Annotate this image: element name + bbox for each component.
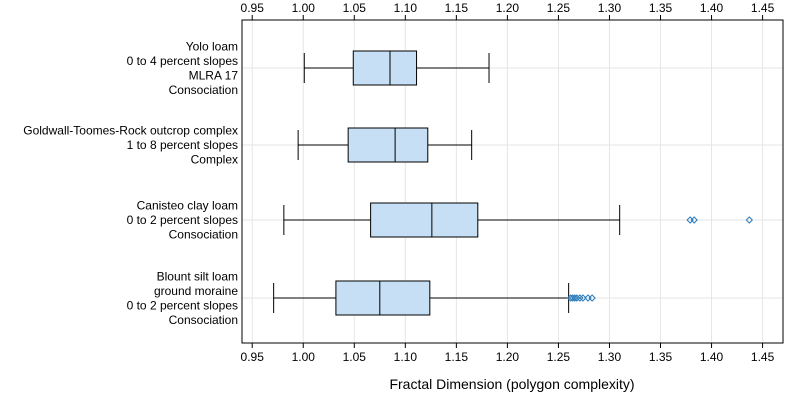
category-label-line: Consociation bbox=[169, 83, 238, 97]
iqr-box bbox=[347, 127, 429, 163]
x-tick-label-bottom: 1.45 bbox=[751, 350, 775, 364]
category-label-line: 0 to 2 percent slopes bbox=[127, 298, 238, 312]
outlier-point bbox=[576, 294, 584, 302]
category-label-line: Canisteo clay loam bbox=[137, 199, 238, 213]
category-label: Yolo loam 0 to 4 percent slopes MLRA 17 Con… bbox=[127, 39, 239, 97]
category-label-line: 0 to 4 percent slopes bbox=[127, 54, 238, 68]
x-tick-label-bottom: 1.15 bbox=[445, 350, 469, 364]
plot-frame bbox=[241, 19, 784, 344]
category-label-line: Goldwall-Toomes-Rock outcrop complex bbox=[23, 124, 238, 138]
x-tick-label-top: 1.30 bbox=[598, 1, 622, 15]
outlier-point bbox=[573, 294, 581, 302]
outlier-point bbox=[588, 294, 596, 302]
category-label: Canisteo clay loam 0 to 2 percent slopes C… bbox=[127, 199, 238, 242]
x-tick-label-bottom: 1.00 bbox=[292, 350, 316, 364]
axes: 0.95 0.95 1.00 1.00 1.05 1.05 1.10 1.10 1.15 1.15… bbox=[241, 1, 775, 364]
iqr-box bbox=[335, 280, 431, 316]
category-label-line: MLRA 17 bbox=[189, 68, 239, 82]
category-label-line: 1 to 8 percent slopes bbox=[127, 138, 238, 152]
x-tick-label-top: 1.35 bbox=[649, 1, 673, 15]
x-tick-label-top: 1.40 bbox=[700, 1, 724, 15]
outlier-point bbox=[745, 216, 754, 224]
x-tick-label-top: 1.45 bbox=[751, 1, 775, 15]
x-tick-label-top: 1.25 bbox=[547, 1, 571, 15]
x-tick-label-bottom: 1.10 bbox=[394, 350, 418, 364]
x-tick-label-bottom: 1.35 bbox=[649, 350, 673, 364]
x-tick-label-bottom: 1.25 bbox=[547, 350, 571, 364]
x-tick-label-bottom: 1.40 bbox=[700, 350, 724, 364]
x-tick-label-top: 1.15 bbox=[445, 1, 469, 15]
box-series bbox=[273, 280, 596, 316]
category-label-line: Complex bbox=[191, 153, 238, 167]
x-tick-label-top: 1.20 bbox=[496, 1, 520, 15]
x-axis-title: Fractal Dimension (polygon complexity) bbox=[389, 376, 634, 392]
category-label-line: Yolo loam bbox=[186, 39, 238, 53]
outlier-point bbox=[690, 216, 698, 224]
category-labels: Yolo loam 0 to 4 percent slopes MLRA 17 Con… bbox=[23, 39, 238, 327]
box-series bbox=[283, 202, 754, 238]
x-tick-label-top: 1.05 bbox=[343, 1, 367, 15]
iqr-box bbox=[352, 50, 418, 86]
outlier-point bbox=[571, 294, 579, 302]
x-tick-label-top: 0.95 bbox=[241, 1, 265, 15]
category-label-line: ground moraine bbox=[154, 284, 238, 298]
x-tick-label-bottom: 1.30 bbox=[598, 350, 622, 364]
category-label-line: Consociation bbox=[169, 228, 238, 242]
category-label-line: Consociation bbox=[169, 313, 238, 327]
plot-area bbox=[273, 50, 754, 316]
category-label: Blount silt loam ground moraine 0 to 2 per… bbox=[127, 269, 239, 327]
box-series bbox=[303, 50, 490, 86]
x-tick-label-bottom: 0.95 bbox=[241, 350, 265, 364]
category-label-line: 0 to 2 percent slopes bbox=[127, 213, 238, 227]
x-tick-label-top: 1.10 bbox=[394, 1, 418, 15]
x-tick-label-top: 1.00 bbox=[292, 1, 316, 15]
outlier-point bbox=[579, 294, 587, 302]
category-label: Goldwall-Toomes-Rock outcrop complex 1 to… bbox=[23, 124, 238, 167]
x-tick-label-bottom: 1.05 bbox=[343, 350, 367, 364]
category-label-line: Blount silt loam bbox=[157, 269, 238, 283]
x-tick-label-bottom: 1.20 bbox=[496, 350, 520, 364]
iqr-box bbox=[370, 202, 479, 238]
box-series bbox=[297, 127, 473, 163]
